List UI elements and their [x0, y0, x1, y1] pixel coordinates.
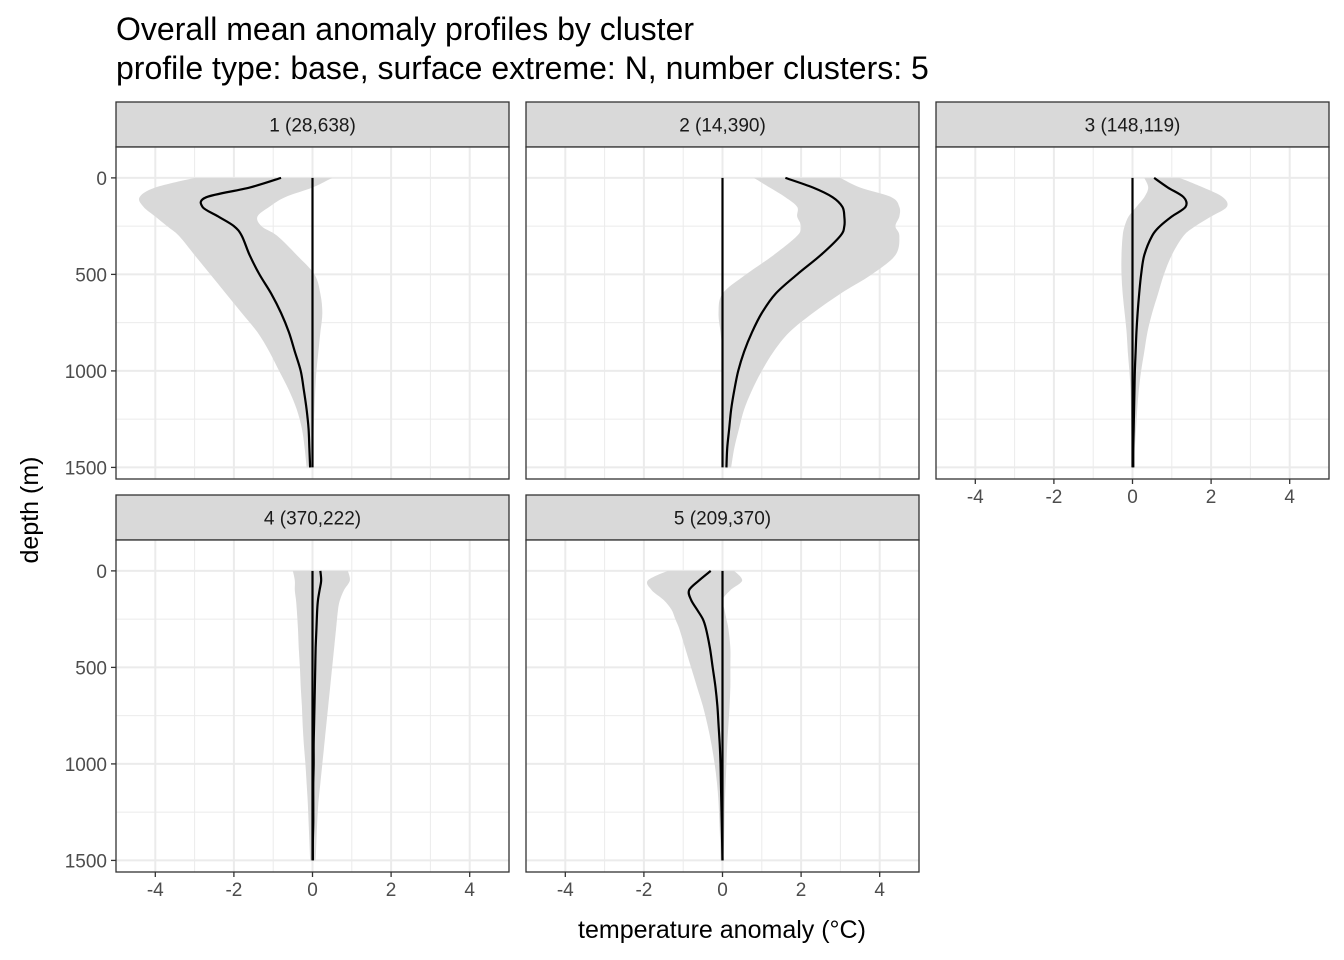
x-tick-label: 2 — [796, 880, 807, 901]
x-tick-label: 4 — [464, 880, 475, 901]
ribbon-band — [646, 570, 743, 861]
facet-strip-label: 4 (370,222) — [264, 509, 361, 530]
facet-panel: 3 (148,119) -4 -2 0 2 4 — [935, 101, 1330, 508]
y-tick-label: 0 — [96, 562, 107, 583]
facet-strip — [115, 494, 510, 541]
x-tick-label: -2 — [1045, 487, 1062, 508]
y-tick-label: 1000 — [65, 362, 107, 383]
x-tick-label: 2 — [386, 880, 397, 901]
y-tick-label: 1000 — [65, 755, 107, 776]
ribbon-band — [718, 177, 901, 468]
mean-profile-line — [199, 176, 312, 468]
x-tick-label: -4 — [967, 487, 984, 508]
facet-strip — [525, 494, 920, 541]
y-tick-label: 0 — [96, 169, 107, 190]
ribbon-band — [292, 570, 350, 861]
ribbon-band — [138, 177, 333, 468]
mean-profile-line — [311, 570, 323, 861]
panel-border — [525, 146, 920, 480]
y-axis-title: depth (m) — [16, 457, 44, 564]
x-tick-label: 4 — [1284, 487, 1295, 508]
facet-strip — [525, 101, 920, 148]
x-tick-label: 2 — [1206, 487, 1217, 508]
facet-strip-label: 3 (148,119) — [1085, 116, 1181, 137]
chart-subtitle: profile type: base, surface extreme: N, … — [116, 50, 929, 86]
facet-panel: 4 (370,222) 0 500 1000 1500 -4 -2 0 2 4 — [65, 494, 510, 901]
x-axis-title: temperature anomaly (°C) — [578, 916, 866, 944]
facet-panels: 1 (28,638) 0 500 1000 1500 2 (14,390) 3 (148,1… — [65, 101, 1330, 901]
x-tick-label: -4 — [557, 880, 574, 901]
facet-strip-label: 5 (209,370) — [674, 509, 771, 530]
mean-profile-line — [1132, 176, 1188, 468]
x-tick-label: -2 — [225, 880, 242, 901]
x-tick-label: 0 — [307, 880, 318, 901]
ribbon-band — [1121, 177, 1228, 468]
mean-profile-line — [687, 570, 724, 861]
x-tick-label: 4 — [874, 880, 885, 901]
facet-panel: 5 (209,370) -4 -2 0 2 4 — [525, 494, 920, 901]
x-tick-label: 0 — [1127, 487, 1138, 508]
x-tick-label: -2 — [635, 880, 652, 901]
y-tick-label: 500 — [75, 265, 107, 286]
x-tick-label: -4 — [147, 880, 164, 901]
panel-border — [115, 146, 510, 480]
mean-profile-line — [725, 176, 846, 468]
facet-strip — [935, 101, 1330, 148]
facet-strip-label: 2 (14,390) — [679, 116, 766, 137]
x-tick-label: 0 — [717, 880, 728, 901]
y-tick-label: 1500 — [65, 458, 107, 479]
facet-panel: 1 (28,638) 0 500 1000 1500 — [65, 101, 510, 480]
facet-panel: 2 (14,390) — [525, 101, 920, 480]
chart-title: Overall mean anomaly profiles by cluster — [116, 11, 694, 47]
y-tick-label: 1500 — [65, 851, 107, 872]
y-tick-label: 500 — [75, 658, 107, 679]
facet-strip — [115, 101, 510, 148]
facet-strip-label: 1 (28,638) — [269, 116, 356, 137]
